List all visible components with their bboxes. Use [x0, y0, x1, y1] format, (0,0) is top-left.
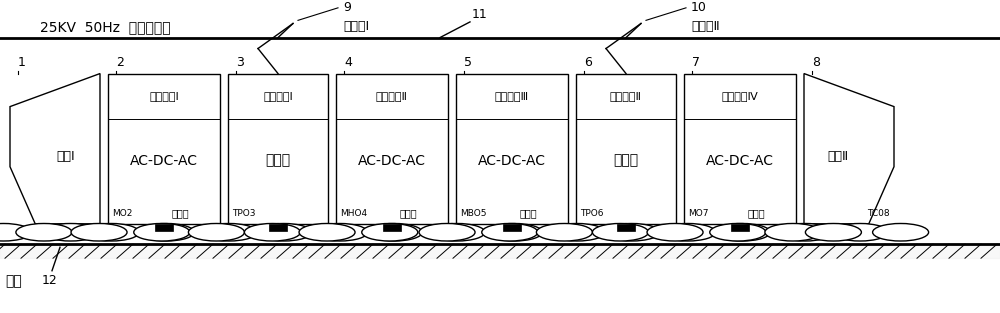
Text: 3: 3	[236, 56, 244, 69]
Circle shape	[805, 223, 861, 241]
Text: 驱动车厢Ⅱ: 驱动车厢Ⅱ	[610, 91, 642, 101]
Circle shape	[549, 223, 605, 241]
Text: 7: 7	[692, 56, 700, 69]
Bar	[155, 224, 173, 231]
Text: 受电弓Ⅰ: 受电弓Ⅰ	[343, 20, 369, 33]
Circle shape	[134, 223, 190, 241]
Text: 25KV  50Hz  电力接触网: 25KV 50Hz 电力接触网	[40, 20, 171, 34]
Circle shape	[188, 223, 244, 241]
Circle shape	[71, 223, 127, 241]
Polygon shape	[10, 74, 100, 224]
Text: MO7: MO7	[688, 209, 708, 218]
Circle shape	[299, 223, 355, 241]
Circle shape	[536, 223, 592, 241]
Circle shape	[714, 223, 770, 241]
Circle shape	[244, 223, 300, 241]
Text: 驱动车厢Ⅰ: 驱动车厢Ⅰ	[263, 91, 293, 101]
Bar	[731, 224, 749, 231]
Bar	[456, 74, 568, 224]
Circle shape	[362, 223, 418, 241]
Circle shape	[592, 223, 648, 241]
Text: MHO4: MHO4	[340, 209, 367, 218]
Circle shape	[765, 223, 821, 241]
Text: 变压器: 变压器	[265, 154, 291, 168]
Circle shape	[832, 223, 888, 241]
Text: 1: 1	[18, 56, 26, 69]
Circle shape	[366, 223, 422, 241]
Text: 4: 4	[344, 56, 352, 69]
Text: 8: 8	[812, 56, 820, 69]
Text: TPO3: TPO3	[232, 209, 256, 218]
Circle shape	[486, 223, 542, 241]
Circle shape	[201, 223, 257, 241]
Text: 5: 5	[464, 56, 472, 69]
Text: 2: 2	[116, 56, 124, 69]
Circle shape	[429, 223, 485, 241]
Bar	[108, 74, 220, 224]
Circle shape	[43, 223, 99, 241]
Circle shape	[604, 223, 660, 241]
Text: 牢引车厢Ⅱ: 牢引车厢Ⅱ	[376, 91, 408, 101]
Text: 变压器: 变压器	[613, 154, 639, 168]
Bar	[684, 74, 796, 224]
Text: TC08: TC08	[867, 209, 890, 218]
Text: 车头Ⅰ: 车头Ⅰ	[56, 150, 75, 163]
Text: 牢引车厢Ⅲ: 牢引车厢Ⅲ	[495, 91, 529, 101]
Bar	[383, 224, 401, 231]
Circle shape	[83, 223, 139, 241]
Text: 变流器: 变流器	[400, 208, 418, 218]
Bar	[228, 74, 328, 224]
Polygon shape	[804, 74, 894, 224]
Text: 12: 12	[42, 274, 58, 287]
Text: MO2: MO2	[112, 209, 132, 218]
Circle shape	[710, 223, 766, 241]
Text: 9: 9	[343, 1, 351, 14]
Circle shape	[482, 223, 538, 241]
Text: 牢引车厢Ⅰ: 牢引车厢Ⅰ	[149, 91, 179, 101]
Text: 车头Ⅱ: 车头Ⅱ	[828, 150, 849, 163]
Text: AC-DC-AC: AC-DC-AC	[358, 154, 426, 168]
Text: 变流器: 变流器	[520, 208, 538, 218]
Text: 变流器: 变流器	[172, 208, 190, 218]
Circle shape	[777, 223, 833, 241]
Text: AC-DC-AC: AC-DC-AC	[478, 154, 546, 168]
Text: 11: 11	[472, 8, 488, 21]
Circle shape	[660, 223, 716, 241]
Text: 轨道: 轨道	[5, 274, 22, 288]
Bar	[617, 224, 635, 231]
Circle shape	[312, 223, 368, 241]
Text: AC-DC-AC: AC-DC-AC	[130, 154, 198, 168]
Text: 6: 6	[584, 56, 592, 69]
Bar	[576, 74, 676, 224]
Text: MBO5: MBO5	[460, 209, 486, 218]
Circle shape	[647, 223, 703, 241]
Bar	[503, 224, 521, 231]
Circle shape	[419, 223, 475, 241]
Bar	[269, 224, 287, 231]
Circle shape	[256, 223, 312, 241]
Text: 受电弓Ⅱ: 受电弓Ⅱ	[691, 20, 720, 33]
Circle shape	[873, 223, 929, 241]
Text: 10: 10	[691, 1, 707, 14]
Text: AC-DC-AC: AC-DC-AC	[706, 154, 774, 168]
Bar	[336, 74, 448, 224]
Circle shape	[138, 223, 194, 241]
Text: 牢引车厢Ⅳ: 牢引车厢Ⅳ	[722, 91, 758, 101]
Text: TPO6: TPO6	[580, 209, 604, 218]
Circle shape	[16, 223, 72, 241]
Text: 变流器: 变流器	[748, 208, 766, 218]
Circle shape	[0, 223, 31, 241]
